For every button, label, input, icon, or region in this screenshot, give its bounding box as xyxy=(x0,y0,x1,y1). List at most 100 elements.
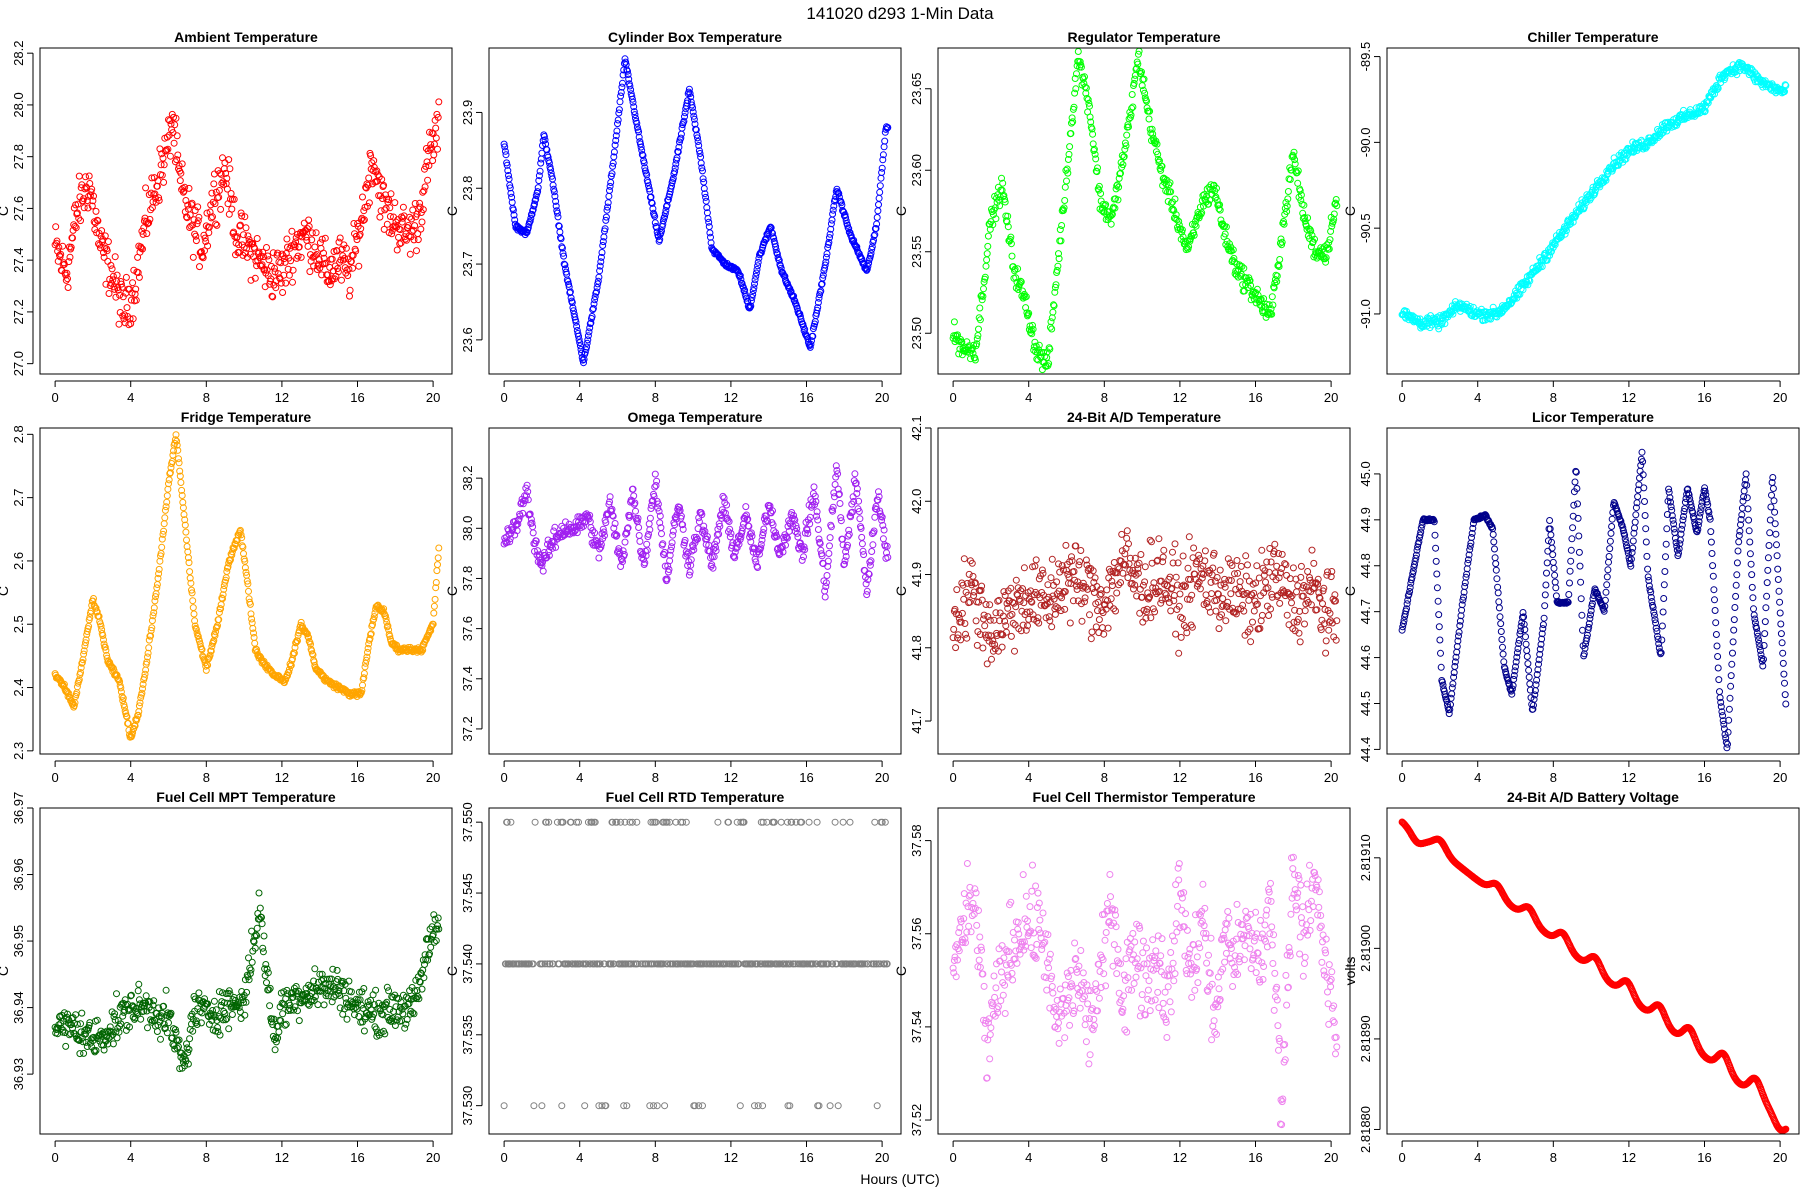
data-point xyxy=(1118,530,1126,538)
data-point xyxy=(271,264,278,272)
data-point xyxy=(1225,576,1233,584)
data-point xyxy=(1107,212,1114,220)
data-point xyxy=(1019,585,1026,593)
data-point xyxy=(1283,571,1291,579)
data-point xyxy=(634,514,642,522)
x-tick-label: 8 xyxy=(652,390,659,405)
data-point xyxy=(615,106,623,114)
data-point xyxy=(1638,448,1646,456)
data-point xyxy=(1295,629,1303,637)
data-point xyxy=(244,232,252,240)
data-point xyxy=(1283,208,1291,215)
data-point xyxy=(867,249,875,257)
data-point xyxy=(1252,601,1260,609)
data-point xyxy=(617,92,625,100)
data-point xyxy=(1089,130,1097,138)
data-point xyxy=(1090,589,1098,596)
data-point xyxy=(1317,244,1325,252)
data-point xyxy=(85,622,93,630)
data-point xyxy=(863,591,871,599)
data-point xyxy=(109,272,117,280)
data-point xyxy=(213,221,221,229)
data-point xyxy=(173,156,181,164)
data-point xyxy=(183,543,191,550)
data-point xyxy=(1061,588,1069,596)
data-point xyxy=(840,561,848,569)
data-point xyxy=(828,216,836,224)
data-point xyxy=(746,530,754,538)
data-point xyxy=(115,320,123,328)
data-point xyxy=(1129,103,1137,111)
data-point xyxy=(1119,161,1127,169)
data-point xyxy=(748,532,756,540)
data-point xyxy=(757,544,765,552)
panel-title: Regulator Temperature xyxy=(1068,29,1221,45)
data-point xyxy=(77,217,84,225)
data-point xyxy=(1027,587,1035,595)
data-point xyxy=(877,512,885,520)
data-points xyxy=(51,431,443,741)
data-point xyxy=(245,240,252,248)
data-point xyxy=(748,294,756,301)
data-point xyxy=(132,285,140,293)
data-point xyxy=(1051,610,1059,618)
data-point xyxy=(561,261,569,269)
data-point xyxy=(434,113,442,121)
data-point xyxy=(1533,676,1541,684)
data-point xyxy=(1448,684,1456,692)
data-point xyxy=(537,159,545,167)
data-point xyxy=(194,217,202,225)
data-point xyxy=(1782,82,1790,90)
data-point xyxy=(69,234,76,242)
data-point xyxy=(1538,263,1546,271)
data-point xyxy=(624,67,631,75)
data-point xyxy=(1320,584,1328,592)
data-point xyxy=(344,272,352,280)
data-point xyxy=(89,197,97,205)
data-point xyxy=(158,535,166,543)
data-point xyxy=(855,508,863,515)
data-point xyxy=(1643,143,1651,151)
data-point xyxy=(1496,613,1504,621)
data-point xyxy=(135,702,143,710)
data-point xyxy=(128,289,136,297)
data-point xyxy=(1588,600,1596,608)
data-point xyxy=(749,291,757,298)
data-point xyxy=(1293,169,1301,177)
data-point xyxy=(186,568,194,576)
data-point xyxy=(177,169,185,177)
data-point xyxy=(1190,544,1198,552)
data-point xyxy=(1586,615,1594,622)
data-point xyxy=(986,616,994,624)
data-point xyxy=(681,113,688,121)
data-point xyxy=(1218,603,1226,610)
data-point xyxy=(863,587,871,595)
data-point xyxy=(1055,255,1063,263)
data-point xyxy=(865,570,873,578)
data-point xyxy=(783,533,791,541)
data-point xyxy=(227,190,235,197)
data-point xyxy=(583,339,591,347)
y-axis: 23.623.723.823.9C xyxy=(444,100,483,353)
data-point xyxy=(1666,494,1674,502)
data-point xyxy=(1264,584,1272,592)
data-point xyxy=(1176,590,1184,598)
data-point xyxy=(1028,330,1036,338)
data-point xyxy=(369,621,376,629)
data-point xyxy=(172,431,180,439)
data-point xyxy=(1125,123,1132,131)
data-point xyxy=(622,61,630,68)
data-point xyxy=(1129,566,1137,574)
data-point xyxy=(1493,575,1501,583)
data-point xyxy=(1437,649,1444,657)
data-point xyxy=(835,491,843,499)
data-point xyxy=(1020,564,1028,572)
data-point xyxy=(202,238,210,245)
data-point xyxy=(1161,589,1169,597)
x-tick-label: 4 xyxy=(1025,390,1032,405)
data-point xyxy=(432,579,440,586)
data-point xyxy=(338,276,345,284)
